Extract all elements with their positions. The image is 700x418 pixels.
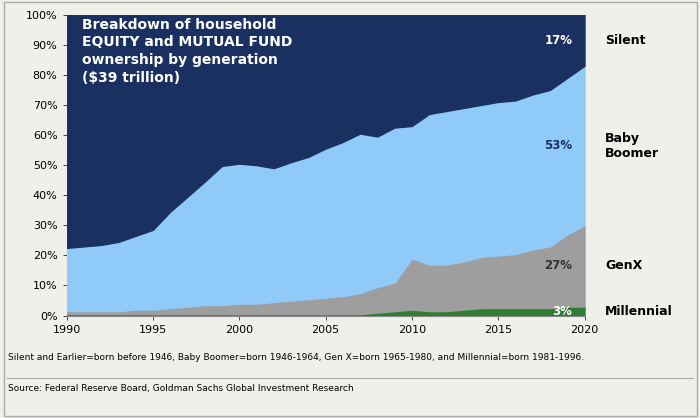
Text: Breakdown of household
EQUITY and MUTUAL FUND
ownership by generation
($39 trill: Breakdown of household EQUITY and MUTUAL… <box>82 18 293 85</box>
Text: 53%: 53% <box>545 139 573 152</box>
Text: Silent and Earlier=born before 1946, Baby Boomer=born 1946-1964, Gen X=born 1965: Silent and Earlier=born before 1946, Bab… <box>8 353 584 362</box>
Text: GenX: GenX <box>606 260 643 273</box>
Text: 27%: 27% <box>545 260 573 273</box>
Text: Baby
Boomer: Baby Boomer <box>606 132 659 160</box>
Text: Millennial: Millennial <box>606 305 673 318</box>
Text: 17%: 17% <box>545 34 573 47</box>
Text: 3%: 3% <box>552 305 573 318</box>
Text: Silent: Silent <box>606 34 645 47</box>
Text: Source: Federal Reserve Board, Goldman Sachs Global Investment Research: Source: Federal Reserve Board, Goldman S… <box>8 384 354 393</box>
